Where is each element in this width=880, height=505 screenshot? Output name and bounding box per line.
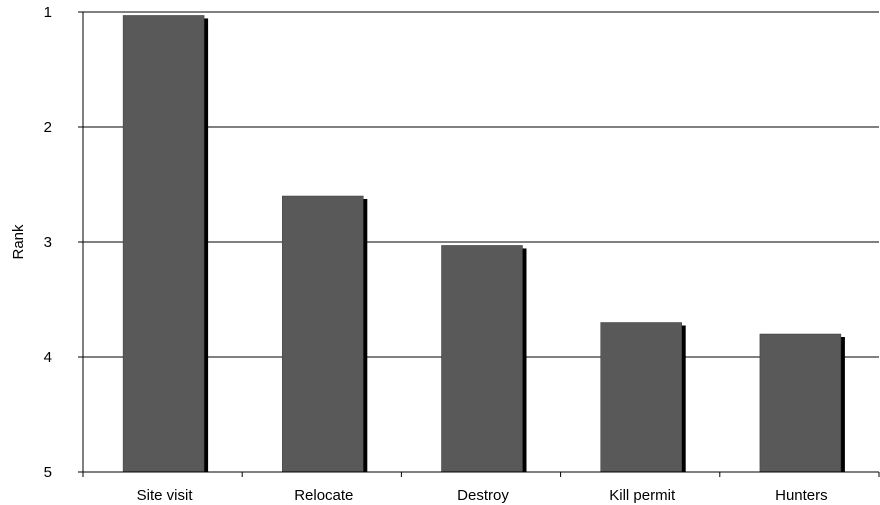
x-tick-label-hunters: Hunters xyxy=(775,487,828,504)
y-tick-label-1: 1 xyxy=(44,4,52,21)
y-tick-label-3: 3 xyxy=(44,234,52,251)
bars xyxy=(122,15,845,473)
x-tick-label-relocate: Relocate xyxy=(294,487,353,504)
x-tick-labels: Site visit Relocate Destroy Kill permit Hunt… xyxy=(137,487,828,504)
bar-relocate xyxy=(282,195,364,473)
x-tick-label-destroy: Destroy xyxy=(457,487,509,504)
bar-hunters xyxy=(759,333,842,473)
axes xyxy=(78,11,880,477)
y-tick-label-2: 2 xyxy=(44,119,52,136)
bar-kill-permit xyxy=(600,322,682,473)
bar-destroy xyxy=(441,245,523,473)
x-tick-label-site-visit: Site visit xyxy=(137,487,194,504)
y-axis-title: Rank xyxy=(10,224,27,260)
x-tick-label-kill-permit: Kill permit xyxy=(609,487,676,504)
bar-site-visit xyxy=(122,15,205,473)
y-tick-label-4: 4 xyxy=(44,349,52,366)
y-tick-label-5: 5 xyxy=(44,464,52,481)
y-tick-labels: 1 2 3 4 5 xyxy=(44,4,52,481)
